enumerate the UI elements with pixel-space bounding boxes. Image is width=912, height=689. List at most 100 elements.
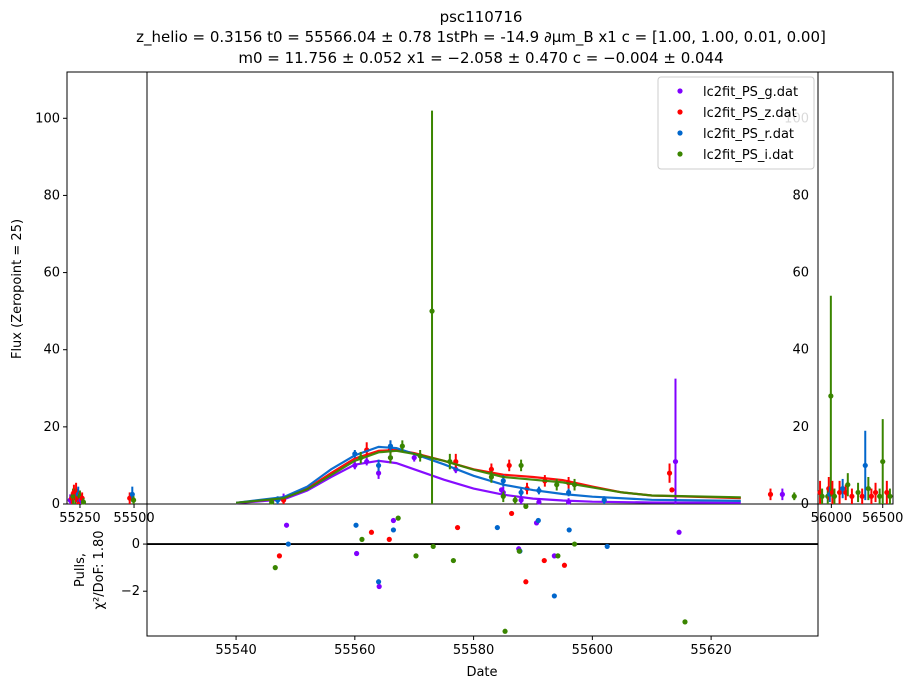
pull-point bbox=[390, 517, 397, 524]
right-inset-point bbox=[862, 462, 868, 469]
legend-label: lc2fit_PS_g.dat bbox=[703, 85, 798, 100]
data-point bbox=[500, 493, 506, 499]
data-point bbox=[488, 466, 495, 472]
pull-point bbox=[413, 553, 419, 559]
pull-point bbox=[535, 517, 541, 524]
far-point bbox=[767, 491, 774, 497]
pulls-series-lc2fit_PS_r.dat bbox=[285, 517, 610, 599]
data-point bbox=[536, 487, 542, 494]
pulls-axes-frame bbox=[146, 503, 819, 637]
legend-marker bbox=[677, 151, 683, 157]
right-inset-point bbox=[887, 493, 893, 499]
data-point bbox=[566, 499, 572, 505]
pull-point bbox=[676, 529, 682, 535]
left-inset-panel bbox=[67, 482, 137, 505]
right-inset-point bbox=[849, 493, 855, 499]
legend-marker bbox=[677, 130, 683, 136]
pulls-axis-label-line2: χ²/DoF: 1.80 bbox=[92, 531, 107, 610]
pulls-plot-area bbox=[272, 487, 688, 634]
chart-subtitle-params: z_helio = 0.3156 t0 = 55566.04 ± 0.78 1s… bbox=[136, 28, 826, 47]
pulls-y-tick-label: −2 bbox=[121, 584, 140, 599]
pull-point bbox=[682, 619, 688, 625]
right-inset-y-tick-label: 40 bbox=[792, 343, 809, 358]
right-inset-point bbox=[836, 489, 843, 496]
pull-point bbox=[551, 593, 557, 599]
y-tick-label: 60 bbox=[43, 266, 60, 281]
right-inset-point bbox=[880, 458, 886, 465]
pull-point bbox=[516, 548, 522, 554]
x-tick-label: 55620 bbox=[690, 643, 731, 658]
pull-point bbox=[555, 553, 561, 559]
right-inset-point bbox=[868, 493, 875, 499]
data-point bbox=[512, 497, 518, 503]
pull-point bbox=[523, 579, 529, 585]
legend: lc2fit_PS_g.dat lc2fit_PS_z.dat lc2fit_PS_… bbox=[657, 76, 815, 170]
pull-point bbox=[285, 541, 291, 547]
data-point bbox=[506, 462, 512, 469]
data-point bbox=[352, 451, 358, 457]
right-inset-y-tick-label: 0 bbox=[801, 497, 809, 512]
pull-point bbox=[375, 579, 382, 585]
x-axis-label: Date bbox=[466, 665, 497, 680]
data-point bbox=[387, 443, 394, 449]
model-curve bbox=[235, 445, 741, 504]
y-tick-label: 0 bbox=[52, 497, 60, 512]
main-plot-area bbox=[235, 110, 797, 505]
data-point bbox=[269, 499, 275, 505]
legend-marker bbox=[677, 109, 683, 115]
left-inset-point bbox=[130, 497, 137, 503]
right-inset-point bbox=[865, 485, 871, 492]
pull-point bbox=[604, 543, 610, 550]
data-point bbox=[364, 458, 370, 465]
legend-label: lc2fit_PS_r.dat bbox=[703, 127, 794, 142]
pull-point bbox=[498, 487, 505, 493]
pull-point bbox=[283, 522, 290, 528]
data-point bbox=[447, 458, 453, 465]
pull-point bbox=[450, 557, 457, 564]
left-inset-point bbox=[127, 495, 133, 501]
right-inset-point bbox=[884, 489, 890, 496]
pull-point bbox=[494, 524, 500, 531]
pull-point bbox=[502, 628, 508, 634]
right-inset-point bbox=[840, 485, 846, 492]
pull-point bbox=[541, 557, 547, 564]
right-inset-point bbox=[872, 489, 879, 496]
right-inset-point bbox=[859, 493, 865, 499]
pull-point bbox=[390, 527, 397, 533]
data-point bbox=[518, 497, 524, 503]
x-tick-label: 55560 bbox=[334, 643, 375, 658]
pull-point bbox=[566, 527, 572, 533]
pull-point bbox=[430, 543, 436, 550]
data-point bbox=[500, 478, 506, 484]
data-point bbox=[518, 462, 524, 469]
pull-point bbox=[354, 550, 360, 557]
pull-point bbox=[561, 562, 568, 568]
pull-point bbox=[523, 503, 529, 509]
data-point bbox=[571, 482, 578, 488]
pull-point bbox=[353, 522, 359, 528]
right-inset-x-tick-label: 56000 bbox=[811, 511, 852, 526]
right-inset-x-tick-label: 56500 bbox=[862, 511, 903, 526]
data-point bbox=[566, 489, 572, 496]
data-point bbox=[399, 443, 405, 449]
series-lc2fit_PS_r.dat bbox=[235, 440, 741, 504]
data-point bbox=[536, 499, 542, 505]
model-curve bbox=[235, 449, 741, 504]
right-inset-point bbox=[819, 493, 825, 499]
model-curve bbox=[236, 459, 741, 505]
pull-point bbox=[386, 536, 392, 542]
data-point bbox=[672, 458, 679, 465]
pull-point bbox=[276, 553, 283, 559]
pulls-series-lc2fit_PS_z.dat bbox=[276, 487, 675, 585]
right-inset-y-tick-label: 60 bbox=[792, 266, 809, 281]
data-point bbox=[375, 470, 382, 476]
left-inset-x-tick-label: 55500 bbox=[113, 511, 154, 526]
series-lc2fit_PS_z.dat bbox=[235, 440, 741, 504]
pull-point bbox=[454, 524, 461, 531]
data-point bbox=[601, 497, 607, 503]
far-point bbox=[779, 491, 785, 497]
right-inset-point bbox=[855, 489, 861, 496]
axes-frames bbox=[66, 71, 894, 637]
right-inset-point bbox=[845, 482, 851, 488]
